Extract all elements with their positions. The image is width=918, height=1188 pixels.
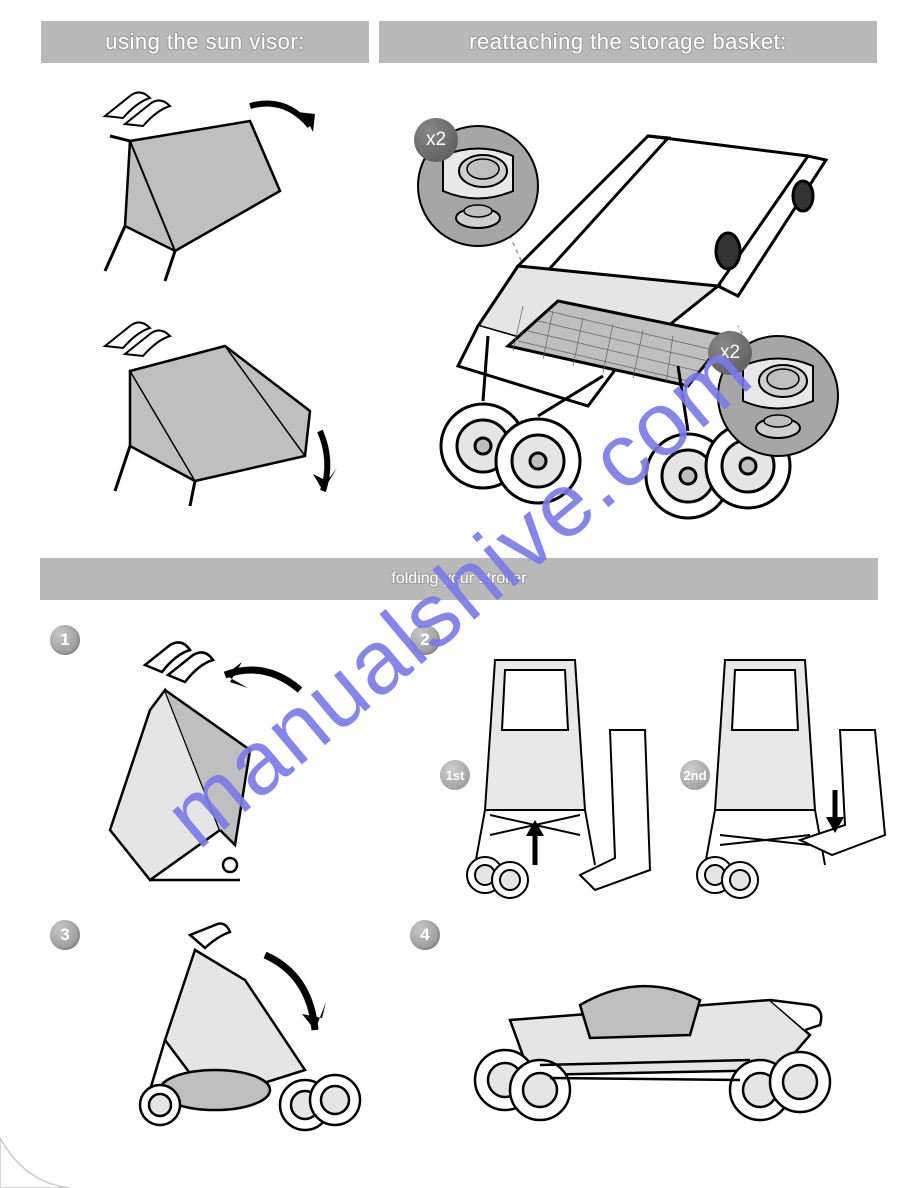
page-corner-icon [0,1118,70,1188]
sun-visor-illustration [55,76,355,536]
x2-left-text: x2 [426,129,446,151]
step3-text: 3 [60,925,69,945]
x2-badge-right: x2 [708,331,752,375]
x2-badge-left: x2 [414,118,458,162]
folding-title: folding your stroller [391,570,526,588]
step-badge-1: 1 [50,625,80,655]
fold-step2b-illustration [690,640,890,900]
folding-body: 1 2 3 4 1st 2nd [40,600,878,1160]
panel-storage-basket: reattaching the storage basket: [378,20,878,550]
panel-header-folding: folding your stroller [40,558,878,600]
step4-text: 4 [420,925,429,945]
fold-step3-illustration [100,920,390,1140]
panel-header-basket: reattaching the storage basket: [379,21,877,63]
top-row: using the sun visor: [40,20,878,550]
sun-visor-body [41,63,369,549]
manual-page: using the sun visor: [0,0,918,1188]
step1-text: 1 [60,630,69,650]
basket-illustration [388,76,868,536]
basket-body: x2 x2 [379,63,877,549]
step-badge-2: 2 [410,625,440,655]
fold-step1-illustration [90,630,370,900]
basket-title: reattaching the storage basket: [469,29,787,55]
panel-sun-visor: using the sun visor: [40,20,370,550]
step-badge-4: 4 [410,920,440,950]
step2-text: 2 [420,630,429,650]
sun-visor-title: using the sun visor: [105,29,305,55]
fold-step4-illustration [440,950,860,1140]
fold-step2a-illustration [460,640,660,900]
step-badge-3: 3 [50,920,80,950]
x2-right-text: x2 [720,342,740,364]
panel-header-sun-visor: using the sun visor: [41,21,369,63]
